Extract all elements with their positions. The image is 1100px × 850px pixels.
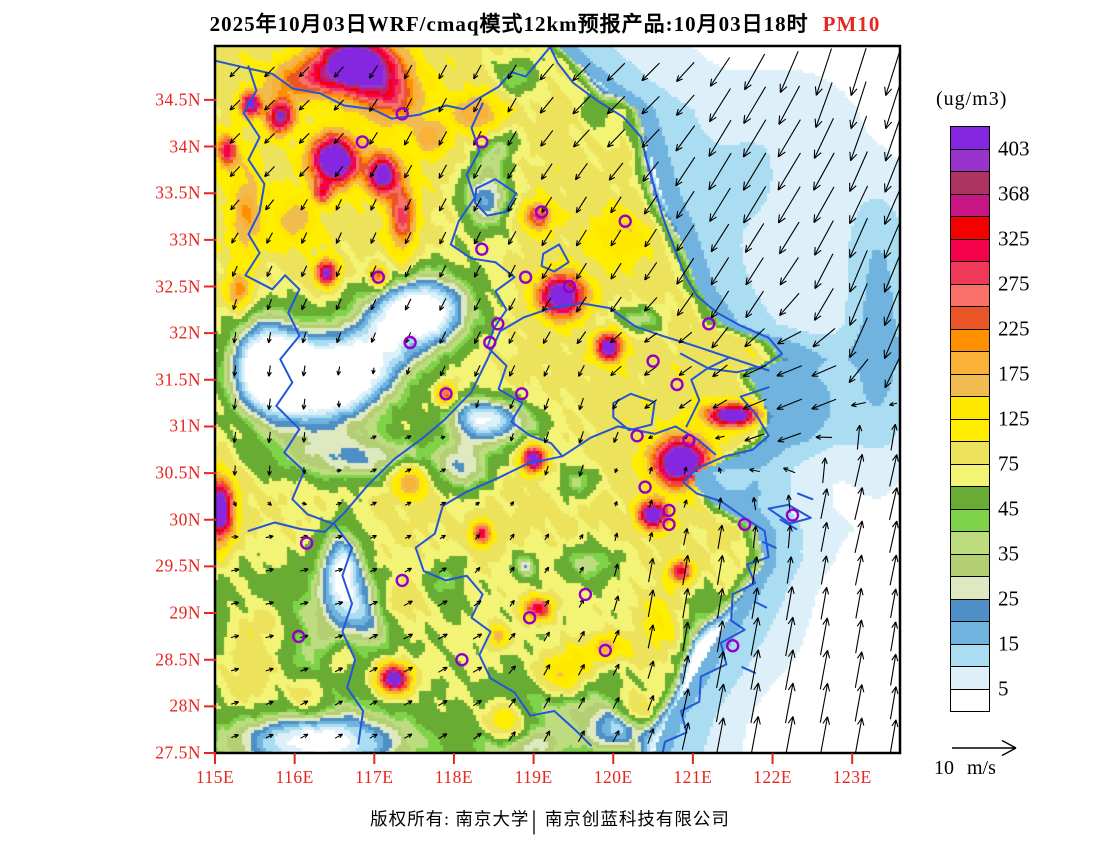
lon-tick-label: 122E <box>753 767 793 787</box>
colorbar-tick-label: 25 <box>998 586 1019 610</box>
colorbar-tick-label: 275 <box>998 271 1030 295</box>
copyright-footer: 版权所有: 南京大学| 南京创蓝科技有限公司 <box>370 806 730 836</box>
lat-tick-label: 27.5N <box>155 742 201 763</box>
colorbar-tick-label: 403 <box>998 136 1030 160</box>
colorbar-cell <box>950 508 990 532</box>
lat-tick-label: 31.5N <box>155 369 201 390</box>
page-title: 2025年10月03日WRF/cmaq模式12km预报产品:10月03日18时 P… <box>210 8 881 38</box>
wind-scale-arrow <box>952 739 1017 757</box>
lat-tick-label: 29.5N <box>155 555 201 576</box>
colorbar-cell <box>950 598 990 622</box>
colorbar-cell <box>950 306 990 330</box>
colorbar-tick-label: 325 <box>998 226 1030 250</box>
colorbar-cell <box>950 328 990 352</box>
colorbar-cell <box>950 666 990 690</box>
colorbar-cell <box>950 373 990 397</box>
colorbar-tick-label: 35 <box>998 541 1019 565</box>
colorbar-cell <box>950 621 990 645</box>
colorbar-cell <box>950 216 990 240</box>
lat-tick-label: 29N <box>169 602 201 623</box>
colorbar-cell <box>950 396 990 420</box>
colorbar-cell <box>950 351 990 375</box>
lat-tick-label: 30N <box>169 509 201 530</box>
colorbar-units: (ug/m3) <box>936 88 1008 110</box>
colorbar-cell <box>950 283 990 307</box>
copyright-owner: 版权所有: 南京大学 <box>370 809 530 829</box>
lat-tick-label: 34.5N <box>155 89 201 110</box>
colorbar-tick-label: 175 <box>998 361 1030 385</box>
colorbar-cell <box>950 171 990 195</box>
title-text: 2025年10月03日WRF/cmaq模式12km预报产品:10月03日18时 <box>209 12 809 36</box>
colorbar-cell <box>950 418 990 442</box>
colorbar-tick-label: 225 <box>998 316 1030 340</box>
lat-tick-label: 33.5N <box>155 182 201 203</box>
lat-tick-label: 33N <box>169 229 201 250</box>
colorbar-cell <box>950 688 990 712</box>
lat-tick-label: 32N <box>169 322 201 343</box>
colorbar-cell <box>950 576 990 600</box>
lat-tick-label: 31N <box>169 415 201 436</box>
lon-tick-label: 123E <box>832 767 872 787</box>
colorbar-cell <box>950 126 990 150</box>
colorbar-tick-label: 125 <box>998 406 1030 430</box>
colorbar-cell <box>950 238 990 262</box>
title-pollutant: PM10 <box>822 12 881 36</box>
colorbar-cell <box>950 643 990 667</box>
copyright-company: 南京创蓝科技有限公司 <box>539 809 730 829</box>
colorbar-cell <box>950 463 990 487</box>
colorbar-cell <box>950 553 990 577</box>
colorbar-cell <box>950 441 990 465</box>
lat-tick-label: 34N <box>169 136 201 157</box>
colorbar-tick-label: 368 <box>998 181 1030 205</box>
pm10-concentration-field <box>215 46 900 753</box>
colorbar-tick-label: 15 <box>998 631 1019 655</box>
colorbar-tick-label: 75 <box>998 451 1019 475</box>
wind-scale-label: 10 m/s <box>934 757 996 779</box>
lon-tick-label: 118E <box>434 767 474 787</box>
lat-tick-label: 28N <box>169 695 201 716</box>
lon-tick-label: 120E <box>593 767 633 787</box>
lat-tick-label: 28.5N <box>155 649 201 670</box>
lat-tick-label: 30.5N <box>155 462 201 483</box>
colorbar-cell <box>950 486 990 510</box>
colorbar-tick-label: 45 <box>998 496 1019 520</box>
colorbar-tick-label: 5 <box>998 676 1009 700</box>
lon-tick-label: 117E <box>355 767 394 787</box>
colorbar-cell <box>950 148 990 172</box>
lat-tick-label: 32.5N <box>155 276 201 296</box>
colorbar-cell <box>950 193 990 217</box>
lon-tick-label: 116E <box>275 767 314 787</box>
colorbar-cell <box>950 531 990 555</box>
lon-tick-label: 115E <box>195 767 235 787</box>
lon-tick-label: 121E <box>673 767 713 787</box>
colorbar-cell <box>950 261 990 285</box>
lon-tick-label: 119E <box>514 767 553 787</box>
footer-separator: | <box>531 806 538 835</box>
